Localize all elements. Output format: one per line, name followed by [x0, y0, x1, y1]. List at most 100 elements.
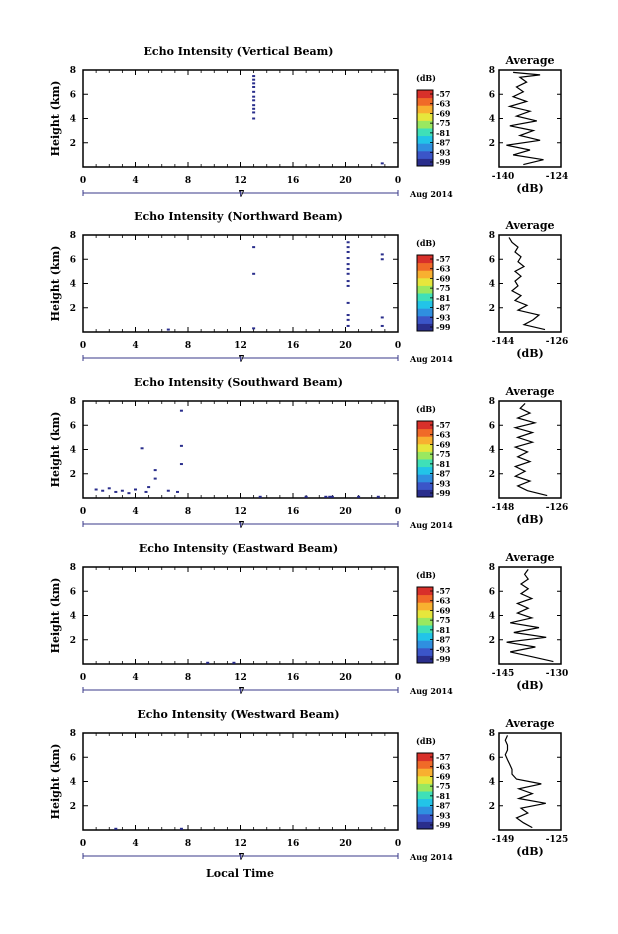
colorbar-tick-label: -93 [436, 312, 451, 322]
average-xlabel: (dB) [516, 182, 543, 195]
colorbar-segment [417, 594, 433, 603]
echo-mark [252, 327, 256, 330]
colorbar-segment [417, 466, 433, 475]
colorbar-segment [417, 783, 433, 792]
avg-y-tick-label: 4 [489, 115, 495, 125]
colorbar-tick-label: -63 [436, 430, 451, 440]
x-tick-label: 0 [395, 839, 401, 849]
date-day-label: 7 [238, 521, 244, 531]
echo-mark [252, 85, 256, 88]
echo-mark [346, 257, 350, 260]
colorbar-segment [417, 489, 433, 498]
colorbar-segment [417, 798, 433, 807]
colorbar-segment [417, 150, 433, 159]
colorbar-tick-label: -99 [436, 654, 451, 664]
colorbar-segment [417, 428, 433, 437]
colorbar-unit: (dB) [416, 570, 436, 580]
echo-mark [380, 162, 384, 165]
colorbar-segment [417, 625, 433, 634]
colorbar-segment [417, 632, 433, 641]
echo-mark [252, 111, 256, 114]
average-frame [498, 566, 562, 665]
y-axis-label: Height (km) [49, 81, 62, 157]
colorbar-segment [417, 300, 433, 309]
colorbar-segment [417, 323, 433, 332]
colorbar-tick-label: -99 [436, 488, 451, 498]
echo-mark [346, 246, 350, 249]
echo-mark [153, 477, 157, 480]
echo-mark [252, 107, 256, 110]
x-tick-label: 20 [339, 673, 352, 683]
x-tick-label: 20 [339, 176, 352, 186]
colorbar-segment [417, 813, 433, 822]
y-tick-label: 8 [70, 563, 76, 573]
plot-frame [82, 732, 399, 831]
echo-mark [140, 447, 144, 450]
colorbar-tick-label: -87 [436, 801, 450, 811]
plot-frame [82, 566, 399, 665]
colorbar-segment [417, 135, 433, 144]
y-tick-label: 4 [70, 446, 76, 456]
echo-mark [346, 263, 350, 266]
avg-y-tick-label: 4 [489, 280, 495, 290]
x-tick-label: 20 [339, 341, 352, 351]
colorbar-tick-label: -75 [436, 449, 450, 459]
date-label: Aug 2014 [409, 852, 453, 862]
colorbar-segment [417, 315, 433, 324]
echo-mark [107, 487, 111, 490]
colorbar-segment [417, 655, 433, 664]
avg-x-tick-label: -126 [546, 503, 569, 513]
colorbar-segment [417, 436, 433, 445]
x-tick-label: 16 [287, 341, 300, 351]
x-tick-label: 12 [234, 341, 247, 351]
colorbar-tick-label: -93 [436, 644, 451, 654]
date-label: Aug 2014 [409, 354, 453, 364]
colorbar-segment [417, 602, 433, 611]
colorbar-segment [417, 791, 433, 800]
colorbar-tick-label: -81 [436, 128, 450, 138]
colorbar-tick-label: -81 [436, 791, 450, 801]
colorbar-segment [417, 806, 433, 815]
echo-mark [252, 246, 256, 249]
colorbar-segment [417, 443, 433, 452]
colorbar-segment [417, 105, 433, 114]
y-tick-label: 4 [70, 612, 76, 622]
echo-mark [346, 267, 350, 270]
colorbar-segment [417, 128, 433, 137]
colorbar-segment [417, 768, 433, 777]
avg-y-tick-label: 2 [489, 139, 495, 149]
plot-frame [82, 400, 399, 499]
echo-mark [304, 495, 308, 498]
average-xlabel: (dB) [516, 347, 543, 360]
colorbar-tick-label: -57 [436, 752, 450, 762]
colorbar-tick-label: -69 [436, 273, 451, 283]
echo-mark [114, 490, 118, 493]
date-day-label: 7 [238, 355, 244, 365]
y-axis-label: Height (km) [49, 744, 62, 820]
echo-mark [206, 661, 210, 664]
echo-mark [179, 409, 183, 412]
colorbar-tick-label: -99 [436, 820, 451, 830]
echo-mark [346, 284, 350, 287]
avg-x-tick-label: -149 [492, 835, 515, 845]
avg-y-tick-label: 6 [489, 421, 495, 431]
echo-mark [328, 495, 332, 498]
avg-y-tick-label: 6 [489, 90, 495, 100]
date-day-label: 7 [238, 190, 244, 200]
average-xlabel: (dB) [516, 513, 543, 526]
colorbar-segment [417, 293, 433, 302]
date-day-label: 7 [238, 853, 244, 863]
average-profile-line [504, 735, 546, 829]
avg-y-tick-label: 6 [489, 587, 495, 597]
avg-y-tick-label: 2 [489, 304, 495, 314]
echo-mark [127, 492, 131, 495]
colorbar-segment [417, 459, 433, 468]
avg-y-tick-label: 2 [489, 802, 495, 812]
y-tick-label: 2 [70, 802, 76, 812]
plot-frame [82, 69, 399, 168]
y-tick-label: 2 [70, 636, 76, 646]
y-tick-label: 6 [70, 753, 76, 763]
bottom-xlabel: Local Time [206, 867, 274, 880]
colorbar-segment [417, 421, 433, 430]
average-profile-line [508, 237, 546, 331]
